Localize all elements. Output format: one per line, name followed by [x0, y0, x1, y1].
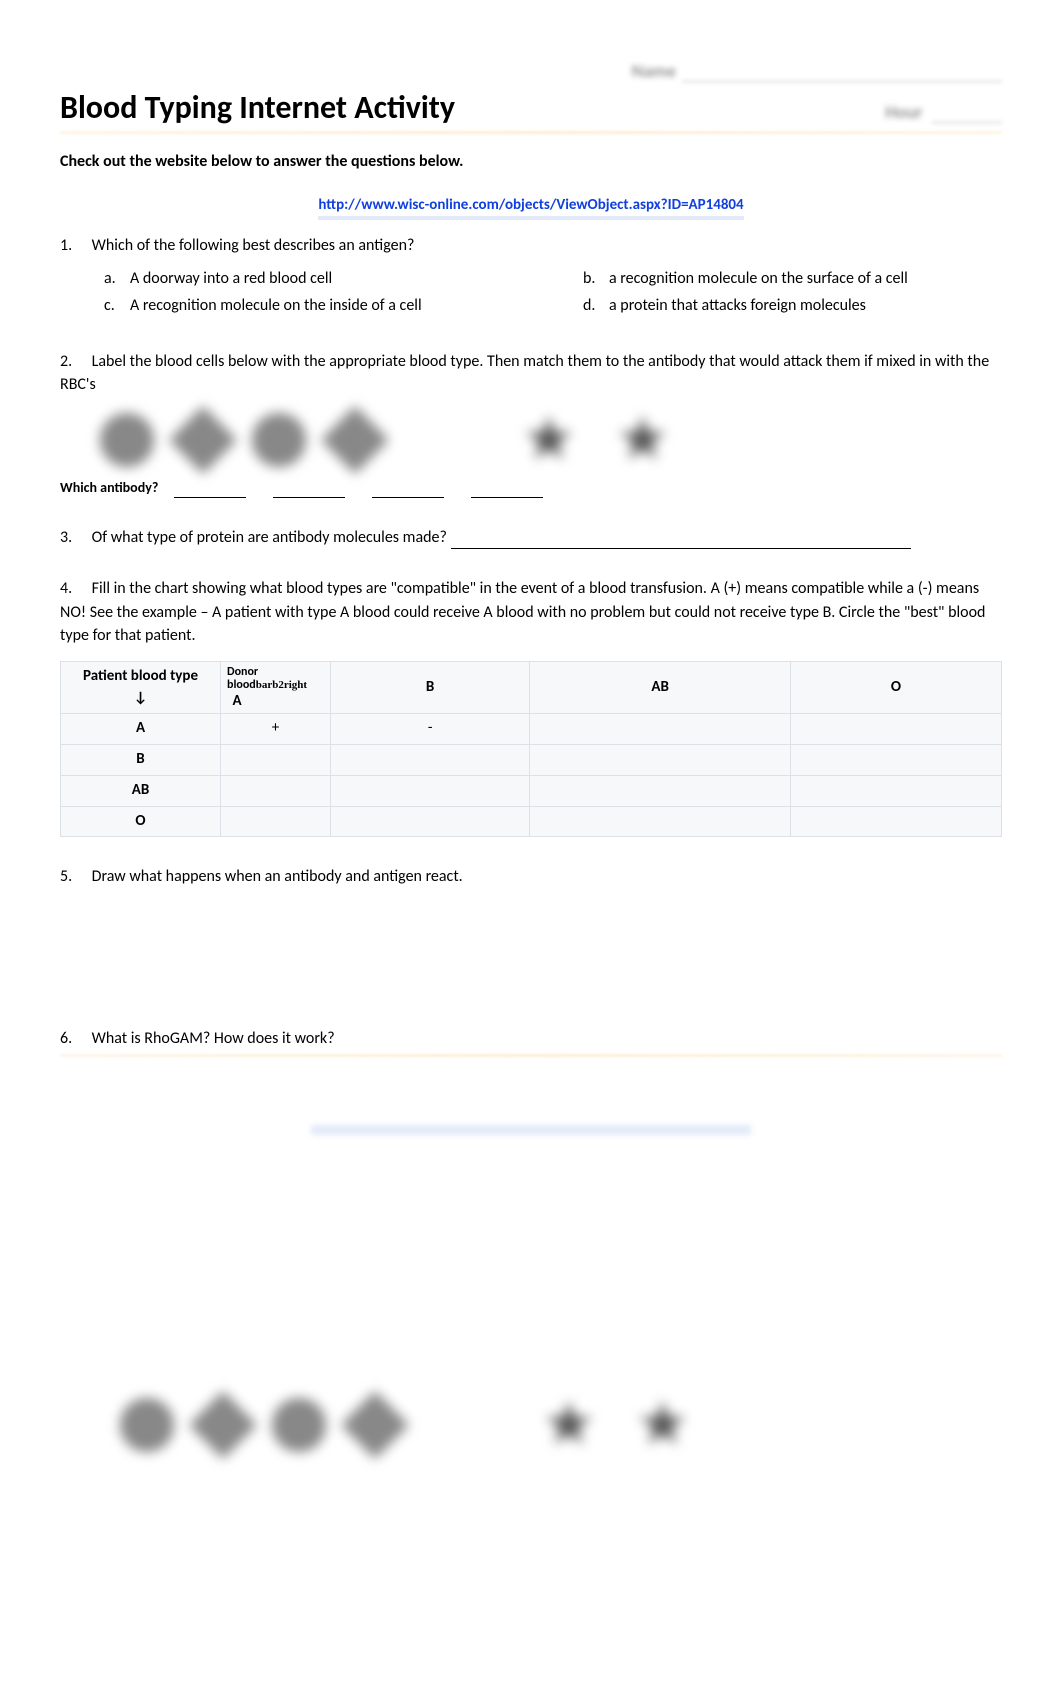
- cell: [530, 775, 791, 806]
- drawing-space: [60, 917, 1002, 1027]
- cell: -: [331, 714, 530, 745]
- q4-text: Fill in the chart showing what blood typ…: [60, 579, 985, 644]
- which-antibody-line: Which antibody?: [60, 478, 1002, 498]
- q2-text: Label the blood cells below with the app…: [60, 352, 989, 394]
- q1b-text: a recognition molecule on the surface of…: [609, 267, 908, 290]
- q3-blank-line: [451, 548, 911, 549]
- cell-shape-icon: [100, 413, 154, 467]
- patient-header: Patient blood type↓: [61, 661, 221, 714]
- table-row: A + -: [61, 714, 1002, 745]
- q1b-letter: b.: [583, 267, 609, 290]
- q1d-text: a protein that attacks foreign molecules: [609, 294, 866, 317]
- accent-divider: [60, 131, 1002, 134]
- cell-shape-icon: [272, 1398, 326, 1452]
- antibody-stars-2: ★ ★: [542, 1395, 690, 1455]
- question-1: 1. Which of the following best describes…: [60, 234, 1002, 322]
- q4-number: 4.: [60, 577, 88, 600]
- which-antibody-label: Which antibody?: [60, 479, 158, 496]
- q5-text: Draw what happens when an antibody and a…: [92, 867, 463, 886]
- name-blank-line: [682, 60, 1002, 82]
- star-icon: ★: [616, 410, 670, 470]
- q3-number: 3.: [60, 526, 88, 549]
- cell: [530, 745, 791, 776]
- cell-shape-icon: [189, 1391, 257, 1459]
- table-row: O: [61, 806, 1002, 837]
- cell-shape-icon: [169, 406, 237, 474]
- star-icon: ★: [542, 1395, 596, 1455]
- cell: [530, 714, 791, 745]
- donor-header: Donor bloodbarb2right A: [221, 661, 331, 714]
- q1a-text: A doorway into a red blood cell: [130, 267, 332, 290]
- q1a-letter: a.: [104, 267, 130, 290]
- name-label: Name: [632, 60, 676, 82]
- q5-number: 5.: [60, 865, 88, 888]
- cell: [221, 775, 331, 806]
- q1d-letter: d.: [583, 294, 609, 317]
- table-row: AB: [61, 775, 1002, 806]
- q2-image-row: ★ ★: [100, 410, 1002, 470]
- antibody-blank: [273, 497, 345, 498]
- question-6: 6. What is RhoGAM? How does it work?: [60, 1027, 1002, 1050]
- question-4: 4. Fill in the chart showing what blood …: [60, 577, 1002, 837]
- cell-shape-icon: [321, 406, 389, 474]
- question-5: 5. Draw what happens when an antibody an…: [60, 865, 1002, 888]
- cell: [331, 775, 530, 806]
- cell: +: [221, 714, 331, 745]
- q1c-text: A recognition molecule on the inside of …: [130, 294, 422, 317]
- question-2: 2. Label the blood cells below with the …: [60, 350, 1002, 499]
- q6-number: 6.: [60, 1027, 88, 1050]
- cell: [331, 745, 530, 776]
- compatibility-table: Patient blood type↓ Donor bloodbarb2righ…: [60, 661, 1002, 838]
- row-a: A: [61, 714, 221, 745]
- question-3: 3. Of what type of protein are antibody …: [60, 526, 1002, 549]
- table-row: B: [61, 745, 1002, 776]
- page-title: Blood Typing Internet Activity: [60, 88, 455, 127]
- antibody-blank: [174, 497, 246, 498]
- blood-cell-shapes: [100, 413, 382, 467]
- cell: [790, 714, 1001, 745]
- q3-text: Of what type of protein are antibody mol…: [92, 528, 447, 547]
- hour-label: Hour: [885, 101, 922, 123]
- star-icon: ★: [522, 410, 576, 470]
- cell: [331, 806, 530, 837]
- col-b: B: [331, 661, 530, 714]
- cell: [221, 806, 331, 837]
- col-ab: AB: [530, 661, 791, 714]
- q2-number: 2.: [60, 350, 88, 373]
- row-ab: AB: [61, 775, 221, 806]
- q1-text: Which of the following best describes an…: [92, 236, 415, 255]
- antibody-blank: [372, 497, 444, 498]
- hour-blank-line: [932, 122, 1002, 123]
- header-name-row: Name: [60, 60, 1002, 82]
- cell-shape-icon: [341, 1391, 409, 1459]
- cell-shape-icon: [252, 413, 306, 467]
- q6-text: What is RhoGAM? How does it work?: [92, 1029, 335, 1048]
- link-row: http://www.wisc-online.com/objects/ViewO…: [60, 195, 1002, 214]
- col-o: O: [790, 661, 1001, 714]
- cell: [530, 806, 791, 837]
- q1c-letter: c.: [104, 294, 130, 317]
- resource-link[interactable]: http://www.wisc-online.com/objects/ViewO…: [318, 196, 743, 220]
- cell: [221, 745, 331, 776]
- row-b: B: [61, 745, 221, 776]
- intro-text: Check out the website below to answer th…: [60, 152, 1002, 171]
- cell: [790, 745, 1001, 776]
- cell-shape-icon: [120, 1398, 174, 1452]
- antibody-blank: [471, 497, 543, 498]
- cell: [790, 775, 1001, 806]
- blurred-band: [311, 1125, 751, 1135]
- accent-divider-2: [60, 1054, 1002, 1057]
- star-icon: ★: [636, 1395, 690, 1455]
- blood-cell-shapes-2: [120, 1398, 402, 1452]
- row-o: O: [61, 806, 221, 837]
- antibody-stars: ★ ★: [522, 410, 670, 470]
- bottom-shapes-section: ★ ★: [60, 1395, 1002, 1455]
- cell: [790, 806, 1001, 837]
- q1-number: 1.: [60, 234, 88, 257]
